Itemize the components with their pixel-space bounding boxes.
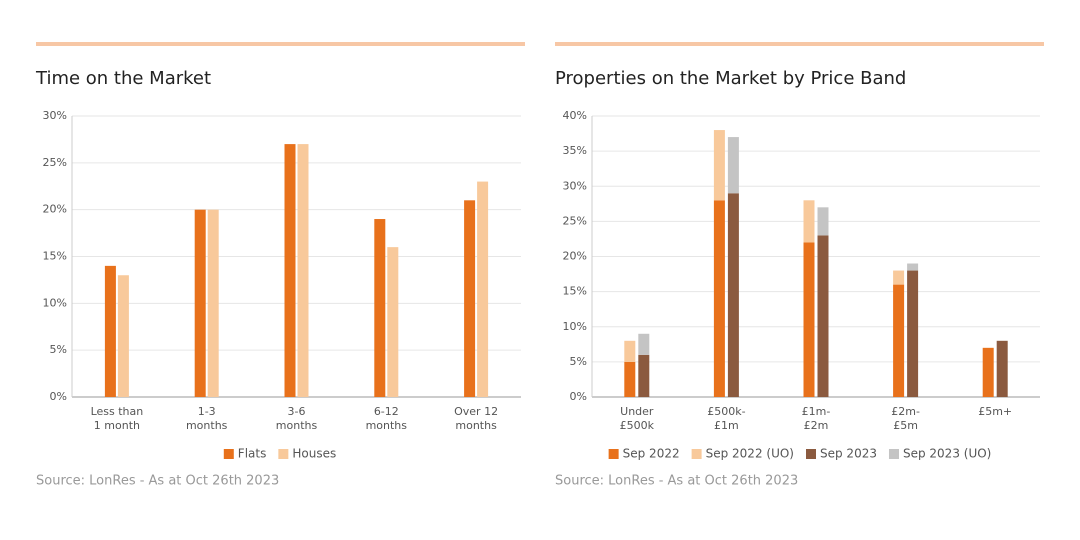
legend-label: Sep 2023 [820,447,877,461]
chart-title: Time on the Market [35,68,211,89]
source-note: Source: LonRes - As at Oct 26th 2023 [555,474,798,489]
bar [374,219,386,397]
legend-label: Sep 2022 [623,447,680,461]
y-tick-label: 40% [563,109,587,122]
y-tick-label: 10% [43,296,67,309]
y-tick-label: 35% [563,144,587,157]
bar [284,144,296,397]
legend-swatch [691,449,702,459]
legend-label: Flats [238,447,267,461]
bar-segment [893,284,905,397]
y-tick-label: 25% [43,156,67,169]
bar-segment [713,200,725,397]
bar-segment [803,200,815,243]
bar-segment [638,354,650,397]
bar-segment [996,340,1008,397]
y-tick-label: 0% [570,390,587,403]
bar-segment [624,340,636,362]
legend-swatch [278,449,289,459]
x-tick-label: 6-12 months [366,405,408,432]
bar-segment [817,207,829,236]
y-tick-label: 0% [50,390,67,403]
bar-segment [803,242,815,397]
y-tick-label: 30% [563,179,587,192]
bar [194,209,206,397]
bar-segment [817,235,829,397]
bar-segment [907,270,919,397]
bar-segment [638,333,650,355]
y-tick-label: 5% [50,343,67,356]
x-tick-label: Less than 1 month [91,405,144,432]
y-tick-label: 20% [43,203,67,216]
y-tick-label: 10% [563,320,587,333]
accent-bar [555,42,1044,46]
bar [117,275,129,397]
legend-label: Houses [292,447,336,461]
bar-segment [727,193,739,397]
bar [387,247,399,397]
legend-swatch [608,449,619,459]
bar-segment [982,347,994,397]
y-tick-label: 15% [43,250,67,263]
y-tick-label: 5% [570,355,587,368]
y-tick-label: 30% [43,109,67,122]
legend-label: Sep 2022 (UO) [706,447,794,461]
x-tick-label: Over 12 months [454,405,498,432]
bar [207,209,219,397]
accent-bar [36,42,525,46]
source-note: Source: LonRes - As at Oct 26th 2023 [36,474,279,489]
y-tick-label: 20% [563,250,587,263]
bar-segment [624,361,636,397]
y-tick-label: 25% [563,214,587,227]
x-tick-label: 1-3 months [186,405,228,432]
x-tick-label: £2m-£5m [891,405,920,432]
y-tick-label: 15% [563,285,587,298]
legend-swatch [888,449,899,459]
bar-segment [727,137,739,194]
chart-title: Properties on the Market by Price Band [555,68,906,89]
legend-swatch [223,449,234,459]
bar [297,144,309,397]
x-tick-label: Under £500k [620,405,655,432]
bar-segment [907,263,919,271]
x-tick-label: £5m+ [978,405,1012,418]
legend-label: Sep 2023 (UO) [903,447,991,461]
x-tick-label: £500k-£1m [707,405,745,432]
bar [477,181,489,397]
x-tick-label: 3-6 months [276,405,318,432]
bar [104,265,116,397]
bar-segment [893,270,905,285]
x-tick-label: £1m-£2m [802,405,831,432]
legend-swatch [806,449,816,459]
bar [464,200,476,397]
bar-segment [713,130,725,201]
